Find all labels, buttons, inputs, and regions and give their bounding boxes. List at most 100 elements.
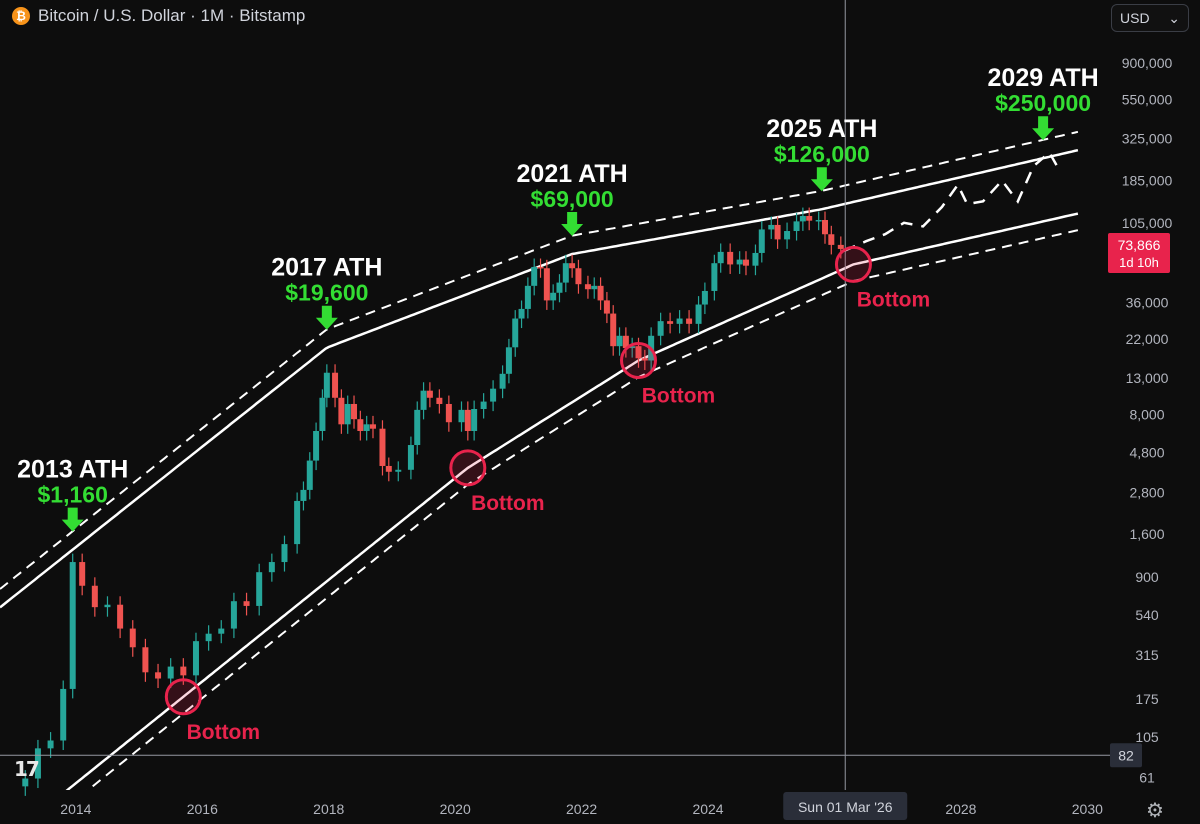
ath-arrow-icon bbox=[810, 167, 833, 192]
candle-body bbox=[518, 308, 525, 319]
candle-body bbox=[385, 465, 392, 472]
y-tick-label: 2,800 bbox=[1129, 485, 1164, 501]
y-tick-label: 540 bbox=[1135, 607, 1159, 623]
candle-body bbox=[91, 585, 98, 608]
bitcoin-icon: ₿ bbox=[12, 7, 30, 25]
candle-body bbox=[499, 373, 506, 389]
currency-value: USD bbox=[1120, 10, 1150, 26]
crosshair-price-label: 82 bbox=[1118, 747, 1134, 763]
candle-body bbox=[420, 390, 427, 410]
candle-body bbox=[205, 633, 212, 642]
projection-path bbox=[843, 150, 1060, 253]
candle-body bbox=[218, 628, 225, 634]
candle-body bbox=[69, 562, 76, 689]
candle-body bbox=[426, 390, 433, 398]
bottom-circle bbox=[164, 678, 202, 716]
x-tick-label: 2016 bbox=[187, 801, 218, 817]
candle-body bbox=[192, 641, 199, 676]
x-tick-label: 2018 bbox=[313, 801, 344, 817]
ath-price-label: $69,000 bbox=[531, 186, 614, 212]
candle-body bbox=[480, 401, 487, 409]
y-tick-label: 22,000 bbox=[1126, 331, 1169, 347]
y-tick-label: 105 bbox=[1135, 729, 1159, 745]
y-tick-label: 105,000 bbox=[1122, 215, 1173, 231]
candle-body bbox=[505, 347, 512, 374]
candle-body bbox=[180, 666, 187, 676]
candle-body bbox=[129, 628, 136, 648]
candle-body bbox=[230, 601, 237, 629]
candle-body bbox=[774, 224, 781, 240]
y-tick-label: 900,000 bbox=[1122, 55, 1173, 71]
candle-body bbox=[323, 372, 330, 398]
candle-body bbox=[313, 430, 320, 461]
candle-body bbox=[543, 268, 550, 301]
y-tick-label: 325,000 bbox=[1122, 131, 1173, 147]
candle-body bbox=[752, 252, 759, 266]
candle-body bbox=[319, 397, 326, 431]
candle-body bbox=[395, 469, 402, 472]
candle-body bbox=[436, 397, 443, 404]
candle-body bbox=[524, 285, 531, 309]
crosshair-date-label: Sun 01 Mar '26 bbox=[798, 799, 893, 815]
candle-body bbox=[445, 403, 452, 423]
candle-body bbox=[167, 666, 174, 679]
candle-body bbox=[458, 409, 465, 423]
ath-year-label: 2021 ATH bbox=[517, 160, 628, 188]
ath-price-label: $19,600 bbox=[285, 280, 368, 306]
currency-select[interactable]: USD ⌄ bbox=[1111, 4, 1189, 32]
candle-body bbox=[117, 604, 124, 629]
candle-body bbox=[799, 216, 806, 222]
candle-body bbox=[635, 346, 642, 359]
crosshair-price-box bbox=[1110, 743, 1142, 768]
y-tick-label: 900 bbox=[1135, 569, 1159, 585]
candle-body bbox=[742, 259, 749, 266]
y-tick-label: 175 bbox=[1135, 691, 1159, 707]
candle-body bbox=[641, 358, 648, 361]
candle-body bbox=[736, 259, 743, 265]
candle-body bbox=[294, 500, 301, 545]
candle-body bbox=[610, 313, 617, 347]
current-price-label: 73,866 bbox=[1118, 237, 1161, 253]
candle-body bbox=[47, 740, 54, 749]
candle-body bbox=[657, 321, 664, 336]
gear-icon[interactable]: ⚙ bbox=[1146, 800, 1164, 822]
candle-body bbox=[306, 460, 313, 490]
candle-body bbox=[622, 335, 629, 349]
candle-body bbox=[22, 778, 29, 787]
upper-band-solid bbox=[0, 148, 1079, 609]
candle-body bbox=[815, 219, 822, 222]
candle-body bbox=[379, 428, 386, 466]
candle-body bbox=[768, 224, 775, 230]
y-tick-label: 550,000 bbox=[1122, 92, 1173, 108]
countdown-label: 1d 10h bbox=[1119, 255, 1159, 270]
bottom-circle bbox=[834, 245, 872, 283]
bottom-label: Bottom bbox=[471, 492, 544, 515]
candle-body bbox=[784, 231, 791, 240]
ath-arrow-icon bbox=[315, 305, 338, 330]
candle-body bbox=[686, 318, 693, 324]
chart-header: ₿ Bitcoin / U.S. Dollar · 1M · Bitstamp bbox=[12, 6, 305, 26]
candle-body bbox=[562, 263, 569, 283]
tradingview-logo-icon: 17 bbox=[14, 757, 40, 781]
upper-band-dashed bbox=[0, 130, 1079, 590]
candle-body bbox=[300, 489, 307, 501]
ath-price-label: $250,000 bbox=[995, 90, 1091, 116]
candle-body bbox=[603, 300, 610, 314]
candle-body bbox=[569, 263, 576, 269]
x-tick-label: 2022 bbox=[566, 801, 597, 817]
candle-body bbox=[512, 318, 519, 348]
candle-body bbox=[142, 647, 149, 673]
candle-body bbox=[667, 321, 674, 324]
candle-body bbox=[837, 244, 844, 249]
current-price-badge bbox=[1108, 232, 1170, 273]
candle-body bbox=[363, 424, 370, 431]
candle-body bbox=[717, 251, 724, 264]
candle-body bbox=[79, 562, 86, 586]
lower-band-solid bbox=[65, 212, 1079, 790]
candle-body bbox=[338, 397, 345, 425]
candle-body bbox=[344, 403, 351, 425]
y-tick-label: 36,000 bbox=[1126, 294, 1169, 310]
y-tick-label: 13,000 bbox=[1126, 370, 1169, 386]
candle-body bbox=[34, 748, 41, 779]
